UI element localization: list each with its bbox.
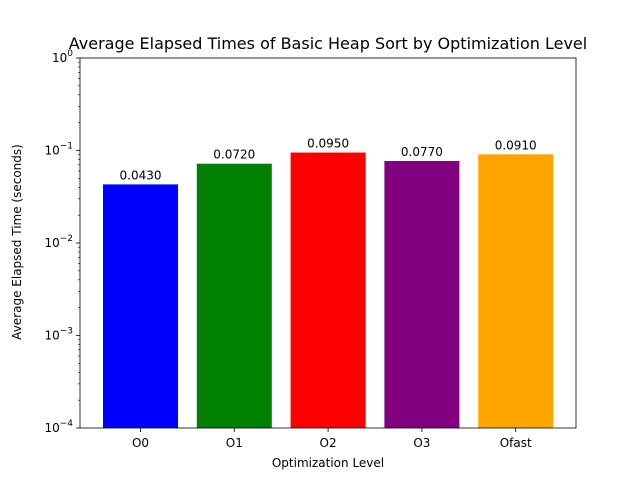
y-tick-label: 10−2 (44, 234, 73, 250)
x-tick-label-ofast: Ofast (500, 436, 532, 450)
plot-frame (79, 57, 577, 429)
plot-area: 0.0430 O0 0.0720 O1 0.0950 O2 0.0770 O3 0.0910 Of… (44, 49, 577, 450)
data-label-o1: 0.0720 (213, 148, 255, 162)
y-axis-label: Average Elapsed Time (seconds) (10, 144, 24, 340)
data-label-o0: 0.0430 (120, 168, 162, 182)
data-label-ofast: 0.0910 (495, 138, 537, 152)
y-tick-label: 10−1 (44, 142, 73, 158)
data-label-o2: 0.0950 (307, 137, 349, 151)
bar-o1 (196, 163, 272, 428)
x-tick-label-o0: O0 (132, 436, 149, 450)
data-label-o3: 0.0770 (401, 145, 443, 159)
y-tick-label: 10−3 (44, 327, 73, 343)
bar-ofast (478, 154, 554, 428)
bar-o0 (103, 184, 178, 428)
y-tick-label: 100 (52, 49, 73, 65)
bar-o2 (290, 152, 366, 429)
x-axis-label: Optimization Level (272, 456, 384, 470)
x-tick-label-o3: O3 (413, 436, 430, 450)
chart-title: Average Elapsed Times of Basic Heap Sort… (69, 34, 587, 53)
bar-o3 (384, 160, 460, 428)
x-tick-label-o2: O2 (320, 436, 337, 450)
y-tick-label: 10−4 (44, 419, 73, 435)
x-tick-label-o1: O1 (226, 436, 243, 450)
